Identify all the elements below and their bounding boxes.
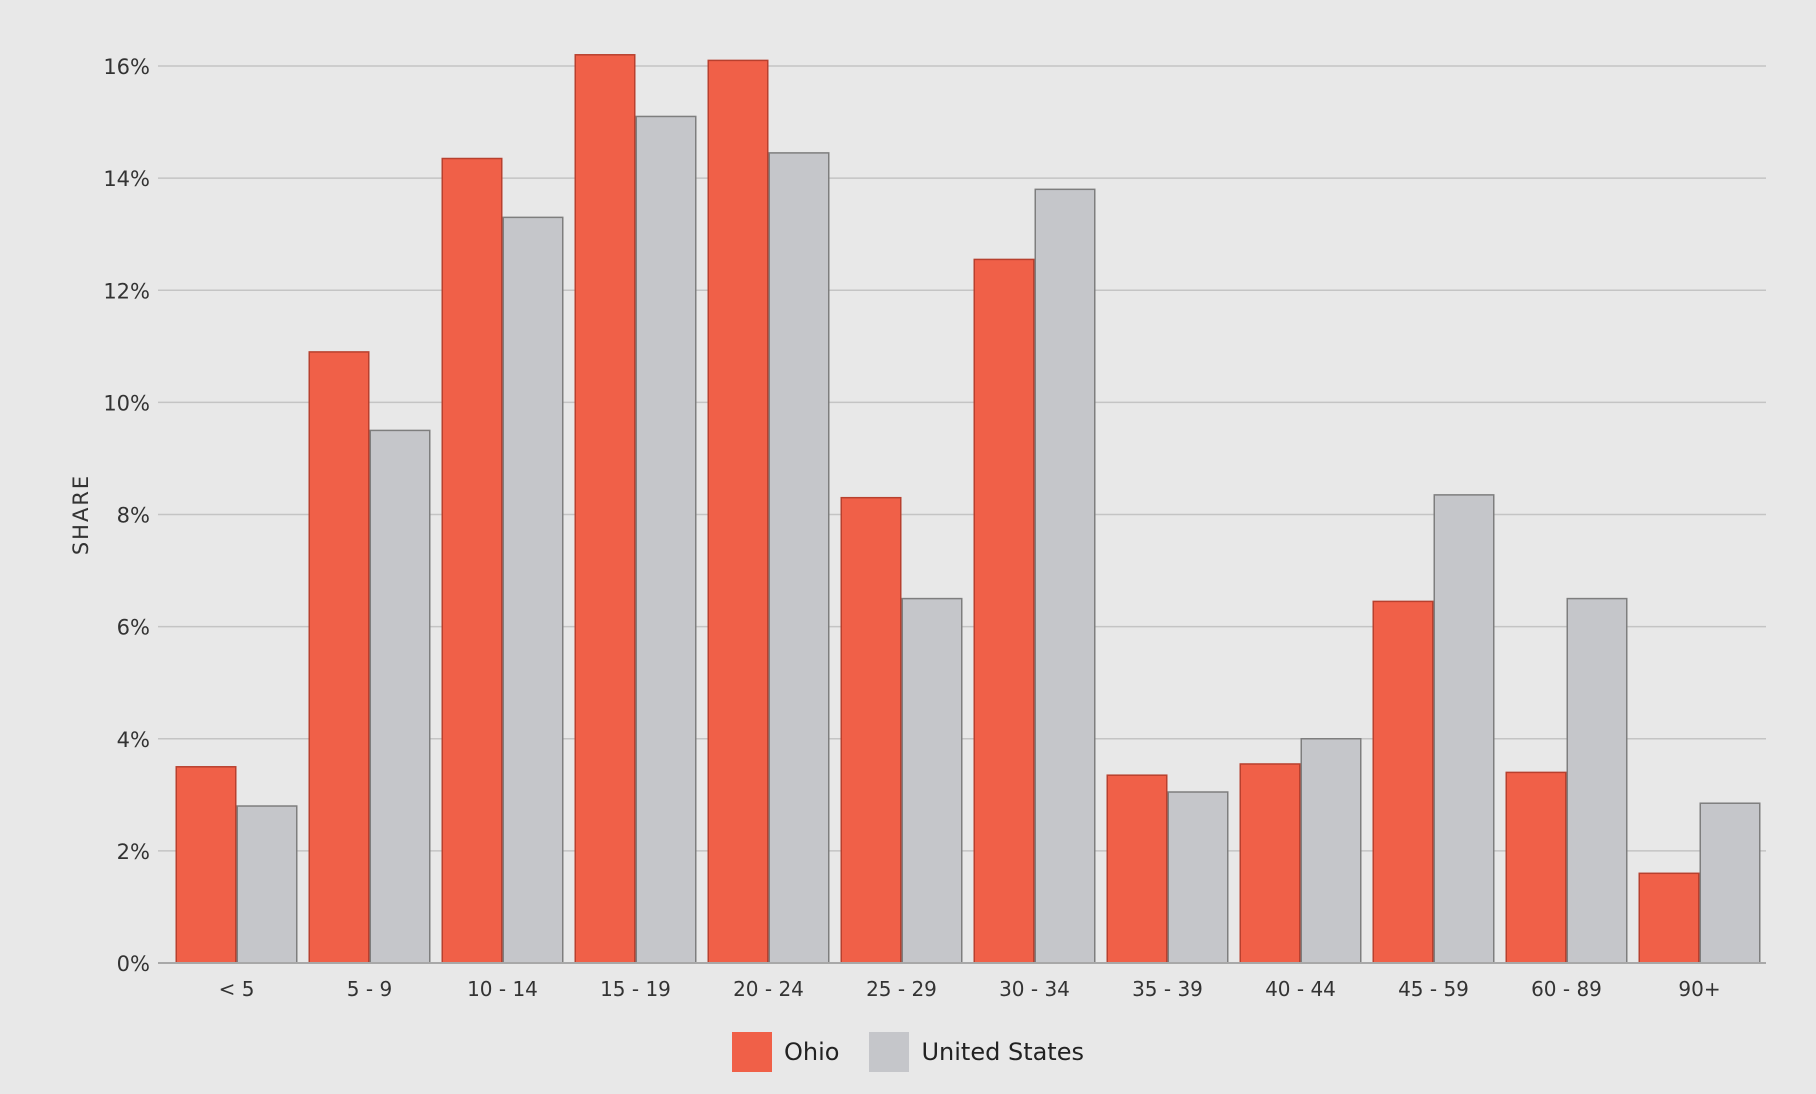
bar-united-states [635, 115, 697, 964]
bar-united-states [768, 152, 830, 964]
bar-ohio [441, 157, 503, 964]
x-tick-label: 15 - 19 [600, 977, 671, 1001]
bar-ohio [175, 766, 237, 964]
bar-ohio [1638, 872, 1700, 964]
x-tick-label: 20 - 24 [733, 977, 804, 1001]
x-tick-label: 90+ [1678, 977, 1720, 1001]
x-axis-ticks: < 5 5 - 9 10 - 14 15 - 19 20 - 24 25 - 29 30 -… [219, 977, 1721, 1001]
bar-united-states [1566, 597, 1628, 964]
bar-ohio [308, 351, 370, 964]
y-tick-label: 0% [117, 952, 150, 976]
y-tick-label: 8% [117, 504, 150, 528]
x-tick-label: 45 - 59 [1398, 977, 1469, 1001]
bar-ohio [707, 59, 769, 964]
y-tick-label: 6% [117, 616, 150, 640]
legend-swatch-ohio [732, 1032, 773, 1072]
x-tick-label: 10 - 14 [467, 977, 538, 1001]
bar-ohio [973, 258, 1035, 964]
x-tick-label: 30 - 34 [999, 977, 1070, 1001]
bar-ohio [574, 54, 636, 964]
bar-united-states [1300, 738, 1362, 964]
bar-ohio [1505, 771, 1567, 964]
legend-label-united-states: United States [921, 1038, 1084, 1066]
legend-swatch-united-states [869, 1032, 910, 1072]
bar-united-states [1699, 802, 1761, 964]
bar-united-states [1433, 494, 1495, 964]
bars [175, 54, 1761, 964]
x-tick-label: 35 - 39 [1132, 977, 1203, 1001]
legend-label-ohio: Ohio [784, 1038, 840, 1066]
y-tick-label: 4% [117, 728, 150, 752]
y-axis-ticks: 0% 2% 4% 6% 8% 10% 12% 14% 16% [103, 55, 150, 976]
legend-item-united-states: United States [869, 1032, 1084, 1072]
y-tick-label: 16% [103, 55, 150, 79]
y-tick-label: 10% [103, 391, 150, 415]
x-tick-label: 60 - 89 [1531, 977, 1602, 1001]
bar-ohio [1372, 600, 1434, 964]
y-tick-label: 2% [117, 840, 150, 864]
y-axis-label: SHARE [69, 474, 93, 555]
legend: Ohio United States [0, 1030, 1816, 1074]
bar-ohio [840, 496, 902, 964]
x-tick-label: 5 - 9 [347, 977, 392, 1001]
y-tick-label: 14% [103, 167, 150, 191]
bar-ohio [1106, 774, 1168, 964]
bar-united-states [1034, 188, 1096, 964]
y-tick-label: 12% [103, 279, 150, 303]
bar-united-states [502, 216, 564, 964]
legend-item-ohio: Ohio [732, 1032, 839, 1072]
x-tick-label: < 5 [219, 977, 255, 1001]
bar-united-states [369, 429, 431, 964]
bar-united-states [236, 805, 298, 964]
bar-ohio [1239, 763, 1301, 964]
bar-united-states [901, 597, 963, 964]
bar-united-states [1167, 791, 1229, 964]
x-tick-label: 25 - 29 [866, 977, 937, 1001]
x-tick-label: 40 - 44 [1265, 977, 1336, 1001]
